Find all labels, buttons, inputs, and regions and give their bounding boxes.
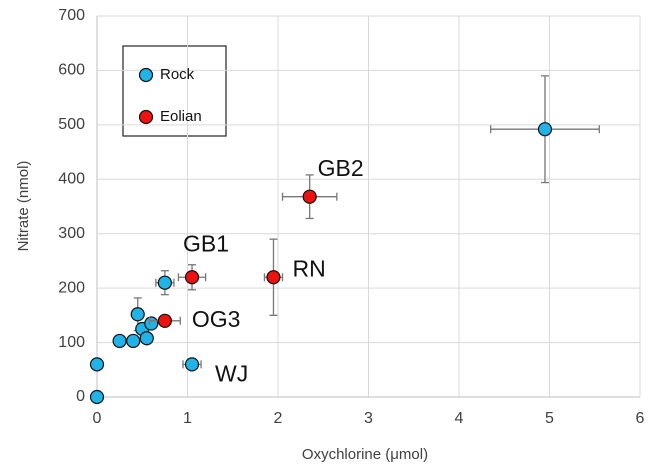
point <box>266 270 281 285</box>
point-label: GB1 <box>183 230 229 256</box>
point-label: WJ <box>215 360 248 386</box>
legend-label: Rock <box>160 66 195 83</box>
point <box>144 316 159 331</box>
x-tick-label: 6 <box>636 410 645 427</box>
point-label: GB2 <box>318 155 364 181</box>
point-label: RN <box>292 255 325 281</box>
x-tick-label: 4 <box>455 410 464 427</box>
point <box>184 270 200 285</box>
point <box>139 331 154 346</box>
y-tick-label: 700 <box>58 7 85 24</box>
y-tick-label: 300 <box>58 225 85 242</box>
point <box>184 357 200 372</box>
x-tick-label: 3 <box>364 410 373 427</box>
point <box>157 275 172 290</box>
point-label: OG3 <box>192 306 241 332</box>
legend-label: Eolian <box>160 108 202 125</box>
point <box>130 307 145 322</box>
point <box>157 313 172 328</box>
y-tick-label: 600 <box>58 62 85 79</box>
point <box>112 333 127 349</box>
x-tick-label: 2 <box>274 410 283 427</box>
y-tick-label: 100 <box>58 334 85 351</box>
y-tick-label: 500 <box>58 116 85 133</box>
point <box>537 122 553 137</box>
y-tick-label: 200 <box>58 279 85 296</box>
x-tick-label: 1 <box>183 410 192 427</box>
x-tick-label: 5 <box>545 410 554 427</box>
legend-marker <box>138 67 154 83</box>
x-tick-label: 0 <box>93 410 102 427</box>
legend-marker <box>138 109 154 125</box>
y-tick-label: 0 <box>76 388 85 405</box>
point <box>89 389 105 405</box>
x-axis-label: Oxychlorine (μmol) <box>302 446 428 463</box>
point <box>89 357 105 372</box>
y-tick-label: 400 <box>58 171 85 188</box>
point <box>126 333 141 349</box>
y-axis-label: Nitrate (nmol) <box>15 161 32 252</box>
point <box>302 189 317 204</box>
